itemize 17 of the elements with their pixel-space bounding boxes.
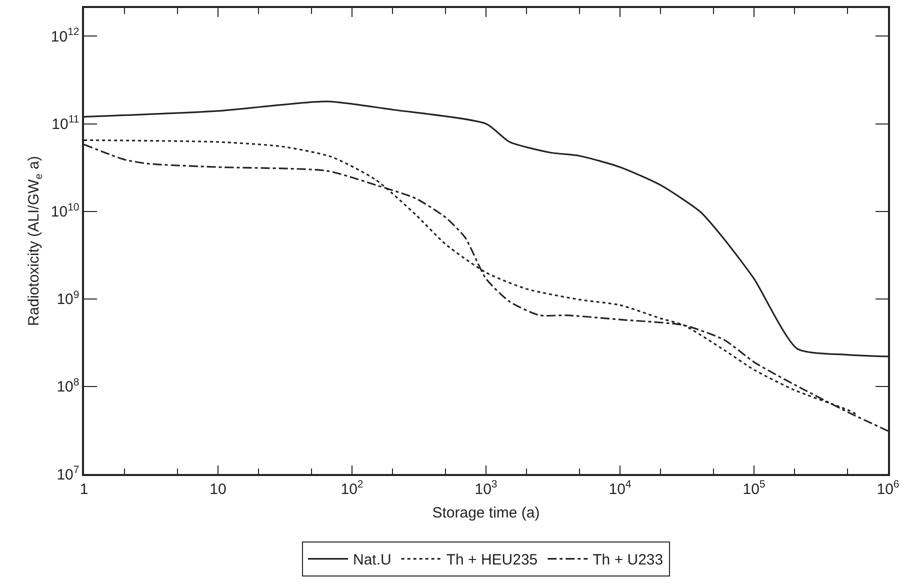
y-tick-label: 10$^{9}$ bbox=[56, 288, 80, 308]
x-tick-label: 10$^{5}$ bbox=[742, 478, 766, 498]
y-tick-label: 10$^{11}$ bbox=[52, 114, 80, 134]
x-tick-label: 10$^{3}$ bbox=[474, 478, 498, 498]
x-tick-label: 10$^{2}$ bbox=[340, 478, 364, 498]
y-tick-label: 10$^{10}$ bbox=[50, 201, 80, 221]
y-tick-label: 10$^{12}$ bbox=[50, 26, 80, 46]
legend-label: Th + U233 bbox=[592, 552, 664, 569]
x-tick-label: 10$^{4}$ bbox=[608, 478, 632, 498]
legend-label: Th + HEU235 bbox=[446, 552, 538, 569]
x-tick-label: 1 bbox=[80, 480, 88, 498]
legend-label: Nat.U bbox=[353, 552, 392, 569]
y-tick-label: 10$^{7}$ bbox=[56, 464, 80, 484]
x-axis-title: Storage time (a) bbox=[432, 504, 540, 522]
y-tick-label: 10$^{8}$ bbox=[56, 376, 80, 396]
x-tick-label: 10 bbox=[210, 480, 226, 498]
x-tick-label: 10$^{6}$ bbox=[876, 478, 900, 498]
